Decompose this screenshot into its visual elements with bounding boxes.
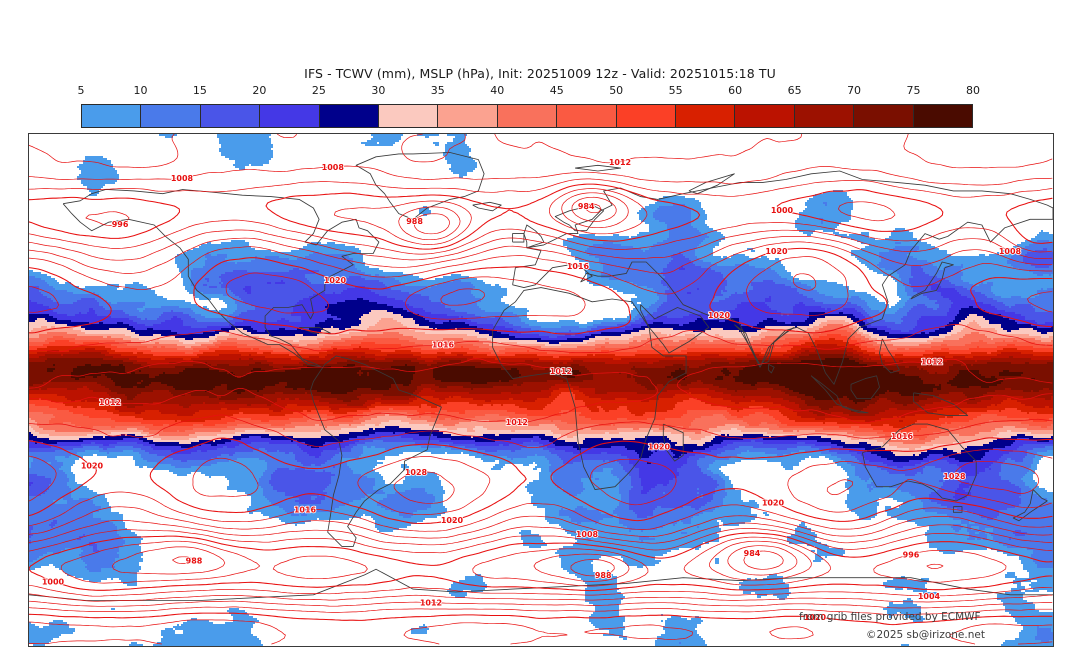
- colorbar-tick-labels: 5 10 15 20 25 30 35 40 45 50 55 60 65 70 75 80: [81, 84, 973, 100]
- colorbar-tick-45: 45: [550, 84, 564, 97]
- map-frame[interactable]: 984 984 988 988 988 996 996 1000 1000 1004 1008 100…: [28, 133, 1054, 647]
- colorbar-segment-10: [141, 105, 200, 127]
- colorbar-tick-70: 70: [847, 84, 861, 97]
- tcwv-shading: [29, 134, 1053, 646]
- colorbar-segment-35: [438, 105, 497, 127]
- colorbar-segment-65: [795, 105, 854, 127]
- colorbar-segment-20: [260, 105, 319, 127]
- colorbar-tick-30: 30: [371, 84, 385, 97]
- credit-copyright: ©2025 sb@irizone.net: [866, 629, 985, 641]
- colorbar-segment-70: [854, 105, 913, 127]
- colorbar-segment-15: [201, 105, 260, 127]
- colorbar: [81, 104, 973, 128]
- colorbar-segment-5: [82, 105, 141, 127]
- colorbar-tick-10: 10: [133, 84, 147, 97]
- colorbar-segment-60: [735, 105, 794, 127]
- colorbar-tick-5: 5: [78, 84, 85, 97]
- colorbar-tick-35: 35: [431, 84, 445, 97]
- colorbar-segment-50: [617, 105, 676, 127]
- credit-source: from grib files provided by ECMWF: [799, 611, 981, 623]
- weather-map-page: IFS - TCWV (mm), MSLP (hPa), Init: 20251…: [0, 0, 1080, 658]
- colorbar-tick-15: 15: [193, 84, 207, 97]
- colorbar-segment-30: [379, 105, 438, 127]
- colorbar-segment-45: [557, 105, 616, 127]
- colorbar-tick-75: 75: [907, 84, 921, 97]
- colorbar-segment-25: [320, 105, 379, 127]
- map-canvas[interactable]: 984 984 988 988 988 996 996 1000 1000 1004 1008 100…: [29, 134, 1053, 646]
- colorbar-tick-60: 60: [728, 84, 742, 97]
- colorbar-tick-65: 65: [788, 84, 802, 97]
- colorbar-segment-55: [676, 105, 735, 127]
- colorbar-tick-55: 55: [669, 84, 683, 97]
- colorbar-segment-40: [498, 105, 557, 127]
- colorbar-tick-20: 20: [252, 84, 266, 97]
- colorbar-segments: [81, 104, 973, 128]
- page-title: IFS - TCWV (mm), MSLP (hPa), Init: 20251…: [0, 66, 1080, 81]
- colorbar-segment-75: [914, 105, 972, 127]
- colorbar-tick-50: 50: [609, 84, 623, 97]
- map-render: 9849849889889889969961000100010041008100…: [29, 134, 1053, 646]
- colorbar-tick-40: 40: [490, 84, 504, 97]
- colorbar-tick-80: 80: [966, 84, 980, 97]
- colorbar-tick-25: 25: [312, 84, 326, 97]
